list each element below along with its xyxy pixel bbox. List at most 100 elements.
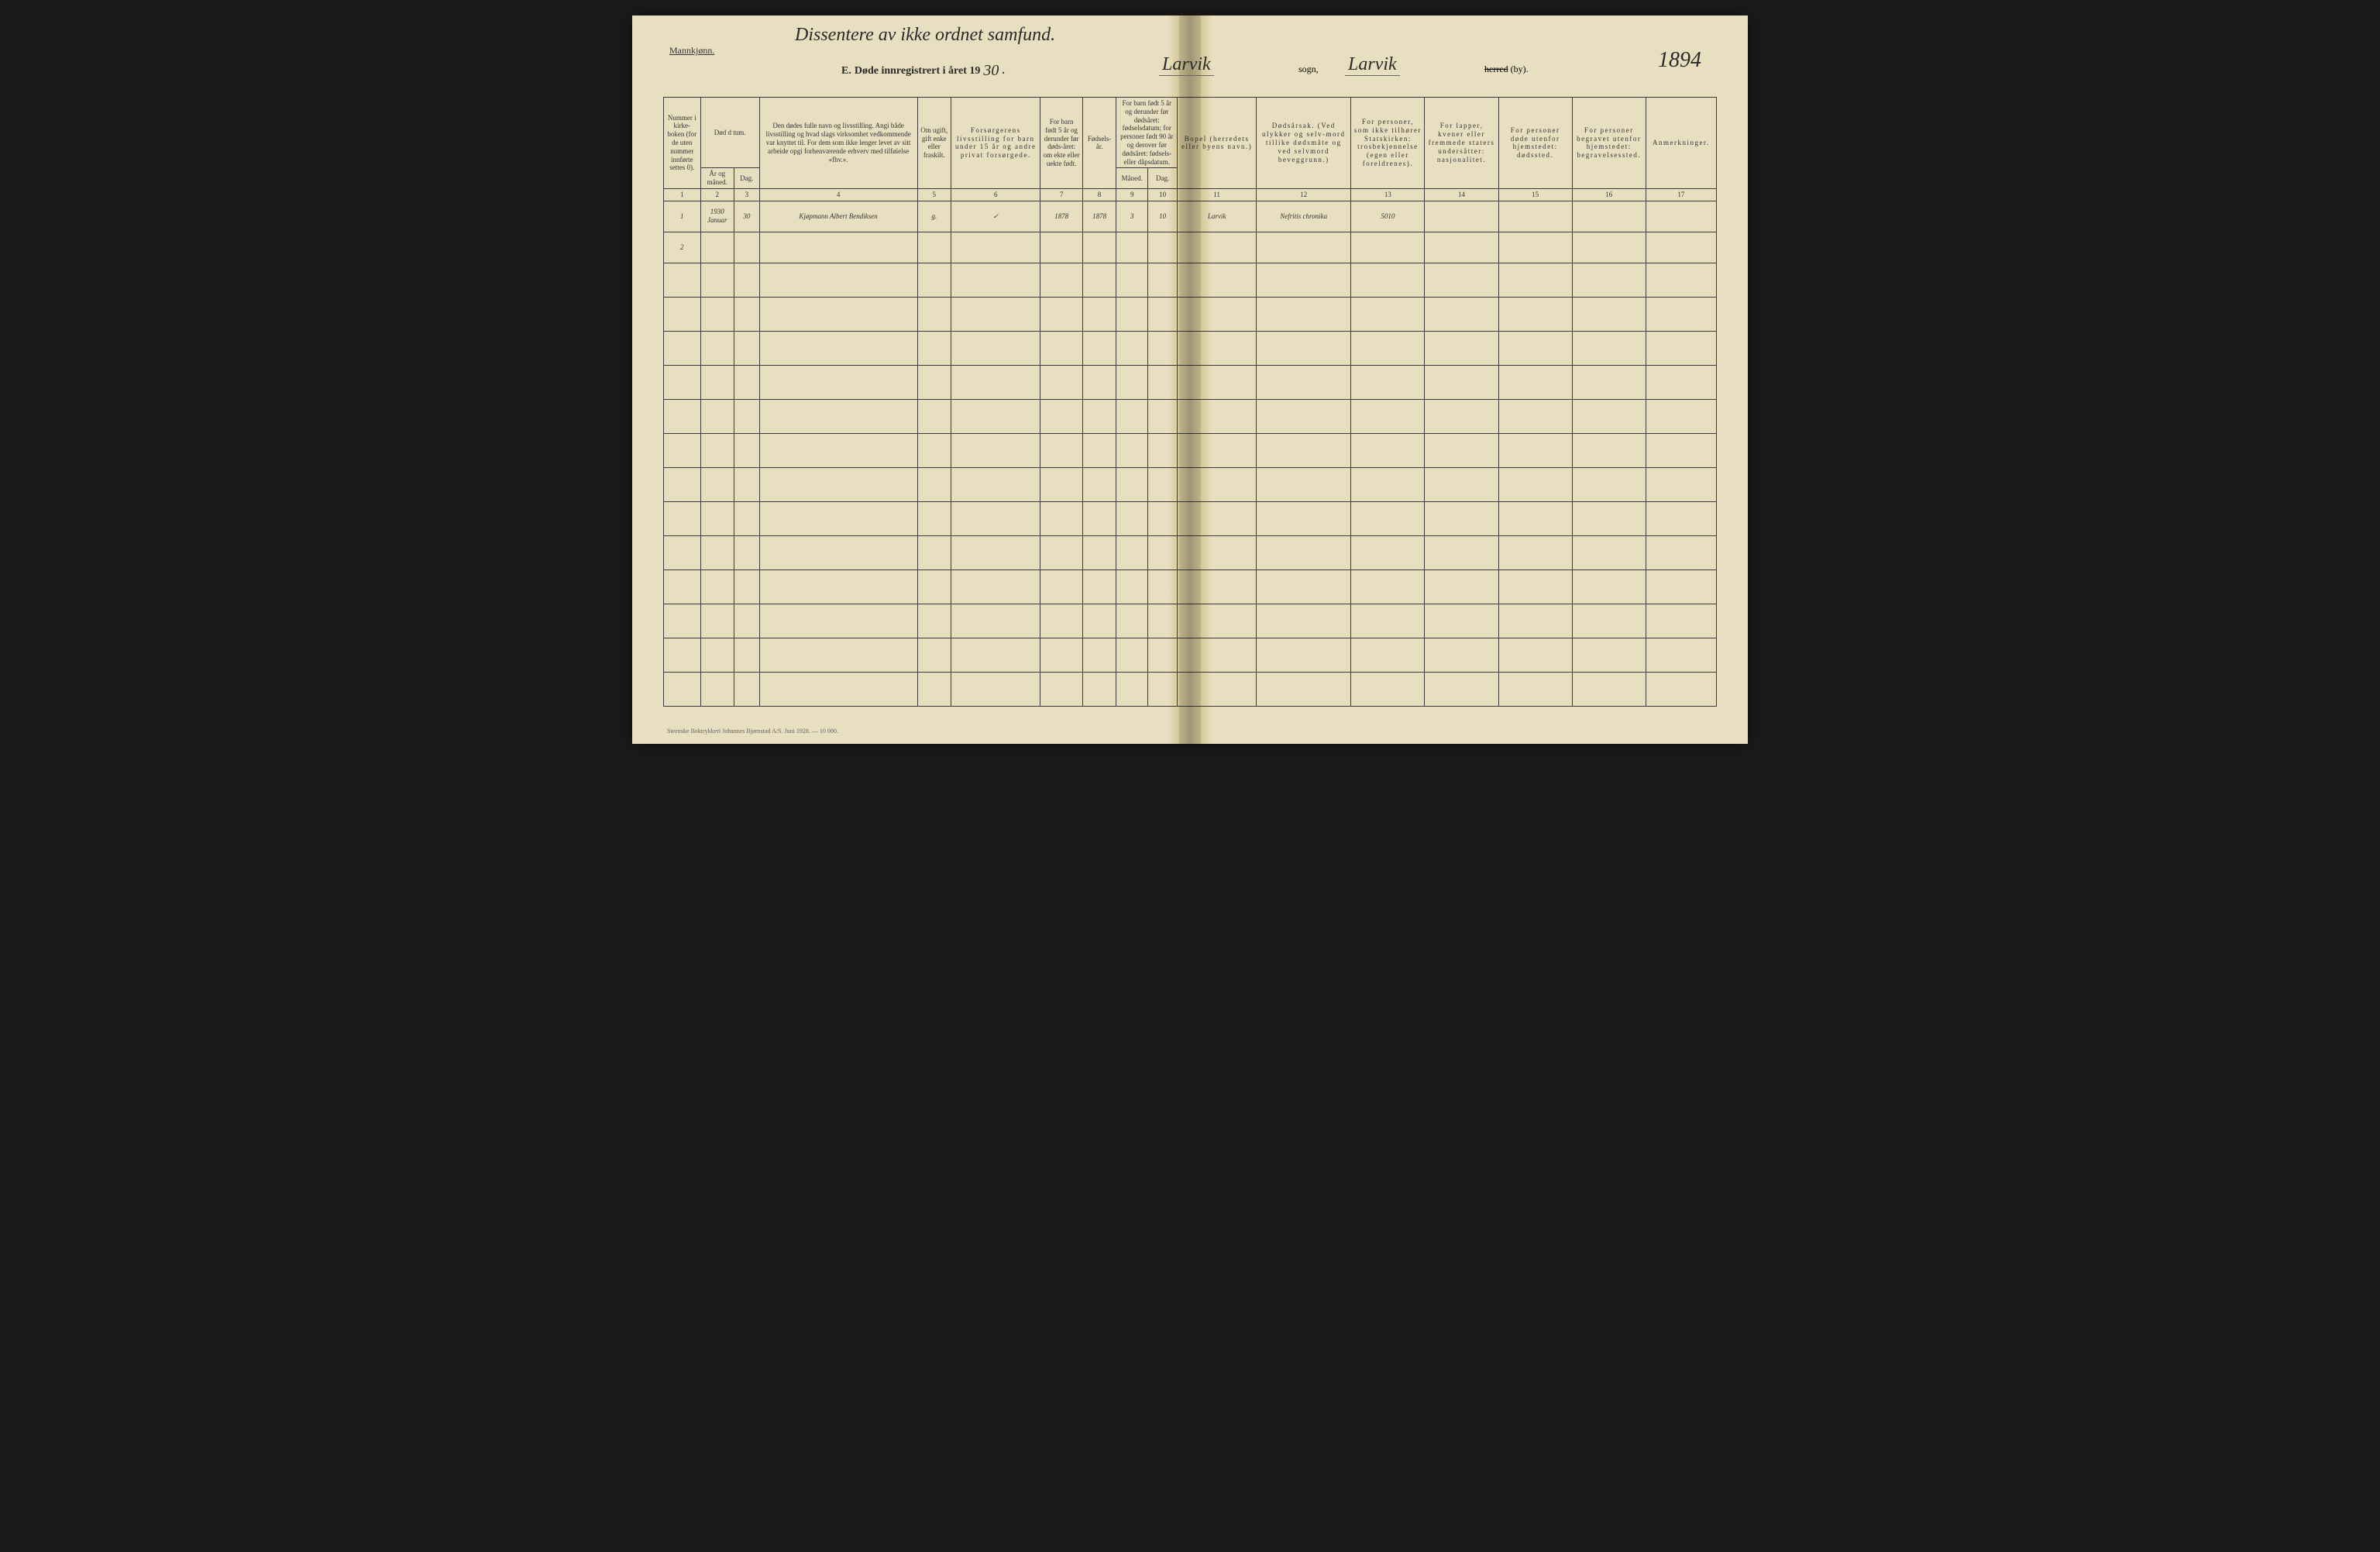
col-header-13: For personer, som ikke tilhører Statskir… (1351, 98, 1425, 189)
colnum: 11 (1178, 188, 1257, 201)
cell (1646, 232, 1716, 263)
handwritten-note-top: Dissentere av ikke ordnet samfund. (795, 25, 1055, 46)
table-row-empty (664, 263, 1717, 297)
sogn-label: sogn, (1298, 64, 1319, 75)
document-page: Dissentere av ikke ordnet samfund. Mannk… (632, 15, 1748, 744)
printer-footer: Steenske Boktrykkeri Johannes Bjørnstad … (667, 728, 838, 735)
table-row-empty (664, 365, 1717, 399)
colnum: 14 (1425, 188, 1498, 201)
page-year-right: 1894 (1658, 48, 1701, 73)
col-header-2b: Dag. (734, 168, 760, 189)
colnum: 4 (759, 188, 917, 201)
cell (951, 232, 1040, 263)
cell (700, 232, 734, 263)
cell (917, 232, 951, 263)
cell-num: 2 (664, 232, 701, 263)
cell (1257, 232, 1351, 263)
col-header-1: Nummer i kirke-boken (for de uten nummer… (664, 98, 701, 189)
col-header-2a: År og måned. (700, 168, 734, 189)
cell-birth-day: 10 (1148, 201, 1178, 232)
col-header-9a: Måned. (1116, 168, 1148, 189)
colnum: 8 (1082, 188, 1116, 201)
cell-bopel: Larvik (1178, 201, 1257, 232)
title-main: Døde innregistrert i året 19 (855, 65, 981, 77)
table-body: 1 1930 Januar 30 Kjøpmann Albert Bendiks… (664, 201, 1717, 706)
cell (1572, 232, 1646, 263)
sogn-handwritten: Larvik (1159, 54, 1214, 76)
colnum: 17 (1646, 188, 1716, 201)
cell-birth-month: 3 (1116, 201, 1148, 232)
gender-label: Mannkjønn. (669, 45, 714, 57)
colnum: 15 (1498, 188, 1572, 201)
herred-strike: herred (1484, 64, 1508, 74)
table-row-empty (664, 297, 1717, 331)
herred-by: (by). (1511, 64, 1529, 74)
table-head: Nummer i kirke-boken (for de uten nummer… (664, 98, 1717, 201)
cell (734, 232, 760, 263)
cell (1148, 232, 1178, 263)
colnum: 10 (1148, 188, 1178, 201)
title-prefix: E. (841, 65, 851, 77)
table-row-empty (664, 570, 1717, 604)
cell (1082, 232, 1116, 263)
col-header-14: For lapper, kvener eller fremmede stater… (1425, 98, 1498, 189)
cell (1178, 232, 1257, 263)
table-row-empty (664, 638, 1717, 672)
column-number-row: 1 2 3 4 5 6 7 8 9 10 11 12 13 14 15 16 1… (664, 188, 1717, 201)
cell-birth-year: 1878 (1082, 201, 1116, 232)
col-header-15: For personer døde utenfor hjemstedet: dø… (1498, 98, 1572, 189)
cell-ekte: 1878 (1040, 201, 1082, 232)
cell (1040, 232, 1082, 263)
table-row-empty (664, 535, 1717, 570)
herred-label: herred (by). (1484, 64, 1529, 75)
cell-tros: 5010 (1351, 201, 1425, 232)
col-header-4: Den dødes fulle navn og livsstilling. An… (759, 98, 917, 189)
colnum: 7 (1040, 188, 1082, 201)
cell-begrav (1572, 201, 1646, 232)
colnum: 1 (664, 188, 701, 201)
table-row-empty (664, 672, 1717, 706)
cell (759, 232, 917, 263)
title-line: E. Døde innregistrert i året 1930. (841, 60, 1005, 78)
col-header-9b: Dag. (1148, 168, 1178, 189)
cell (1425, 232, 1498, 263)
colnum: 16 (1572, 188, 1646, 201)
colnum: 6 (951, 188, 1040, 201)
col-header-2-top: Død d tum. (700, 98, 759, 168)
cell-anm (1646, 201, 1716, 232)
colnum: 9 (1116, 188, 1148, 201)
cell-forsorger: ✓ (951, 201, 1040, 232)
register-table: Nummer i kirke-boken (for de uten nummer… (663, 97, 1717, 707)
cell-dodssted (1498, 201, 1572, 232)
header: Dissentere av ikke ordnet samfund. Mannk… (663, 39, 1717, 85)
table-row-empty (664, 501, 1717, 535)
cell-num: 1 (664, 201, 701, 232)
year-hand: 30 (983, 62, 999, 80)
header-row-1: Nummer i kirke-boken (for de uten nummer… (664, 98, 1717, 168)
herred-handwritten: Larvik (1345, 54, 1400, 76)
table-row-empty (664, 433, 1717, 467)
table-row-empty (664, 467, 1717, 501)
cell (1498, 232, 1572, 263)
col-header-5: Om ugift, gift enke eller fraskilt. (917, 98, 951, 189)
table-row-empty (664, 331, 1717, 365)
col-header-12: Dødsårsak. (Ved ulykker og selv-mord til… (1257, 98, 1351, 189)
col-header-6: Forsørgerens livsstilling for barn under… (951, 98, 1040, 189)
table-row-empty (664, 604, 1717, 638)
col-header-7: For barn født 5 år og derunder før døds-… (1040, 98, 1082, 189)
col-header-9-top: For barn født 5 år og derunder før dødså… (1116, 98, 1178, 168)
colnum: 12 (1257, 188, 1351, 201)
col-header-8: Fødsels-år. (1082, 98, 1116, 189)
colnum: 13 (1351, 188, 1425, 201)
col-header-11: Bopel (herredets eller byens navn.) (1178, 98, 1257, 189)
cell-day: 30 (734, 201, 760, 232)
cell-name: Kjøpmann Albert Bendiksen (759, 201, 917, 232)
table-row-empty (664, 399, 1717, 433)
colnum: 3 (734, 188, 760, 201)
colnum: 2 (700, 188, 734, 201)
table-row: 1 1930 Januar 30 Kjøpmann Albert Bendiks… (664, 201, 1717, 232)
colnum: 5 (917, 188, 951, 201)
cell-marital: g. (917, 201, 951, 232)
cell (1116, 232, 1148, 263)
title-period: . (1002, 65, 1005, 77)
